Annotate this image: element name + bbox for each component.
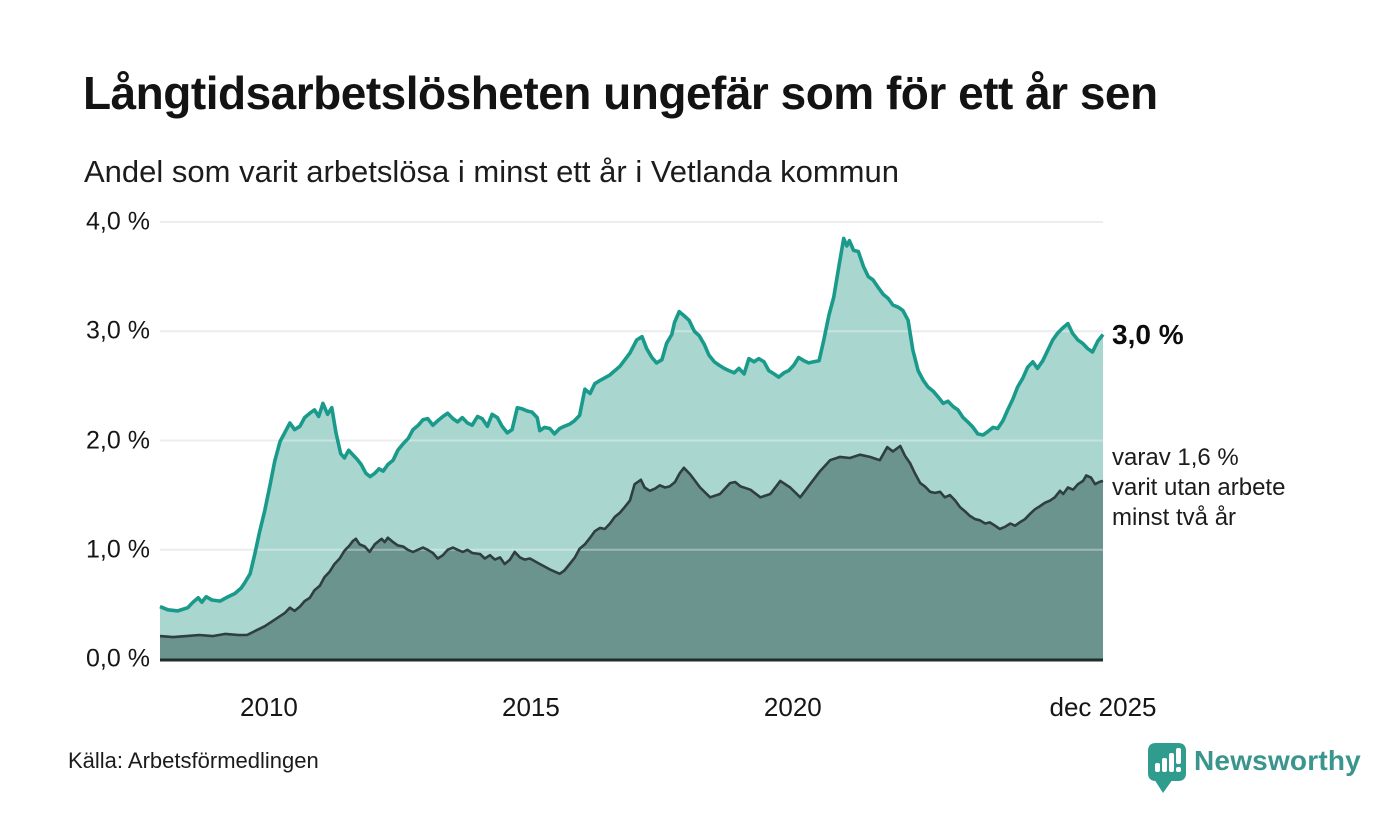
series-line (159, 444, 1104, 639)
brand-logo: Newsworthy (1146, 740, 1400, 800)
series-area (160, 446, 1103, 659)
series-line (159, 236, 1105, 613)
source-credit: Källa: Arbetsförmedlingen (68, 748, 319, 773)
x-tick-label: 2020 (763, 692, 822, 722)
newsworthy-pin-icon (1148, 743, 1186, 793)
y-tick-label: 3,0 % (86, 316, 150, 345)
y-tick-label: 1,0 % (86, 535, 150, 564)
x-tick-label: 2010 (240, 692, 298, 722)
chart-subtitle: Andel som varit arbetslösa i minst ett å… (84, 154, 899, 189)
secondary-value-line: minst två år (1112, 503, 1237, 531)
latest-value-label: 3,0 % (1112, 318, 1184, 350)
brand-name: Newsworthy (1194, 745, 1361, 776)
y-tick-label: 2,0 % (86, 426, 150, 454)
secondary-value-line: varav 1,6 % (1112, 443, 1239, 471)
secondary-value-line: varit utan arbete (1112, 473, 1286, 501)
page-title: Långtidsarbetslösheten ungefär som för e… (83, 67, 1158, 119)
x-tick-label: dec 2025 (1049, 692, 1157, 722)
y-tick-label: 4,0 % (86, 207, 150, 236)
x-tick-label: 2015 (501, 692, 560, 722)
secondary-value-label: varav 1,6 % varit utan arbete minst två … (1112, 443, 1285, 533)
y-tick-label: 0,0 % (86, 644, 150, 673)
